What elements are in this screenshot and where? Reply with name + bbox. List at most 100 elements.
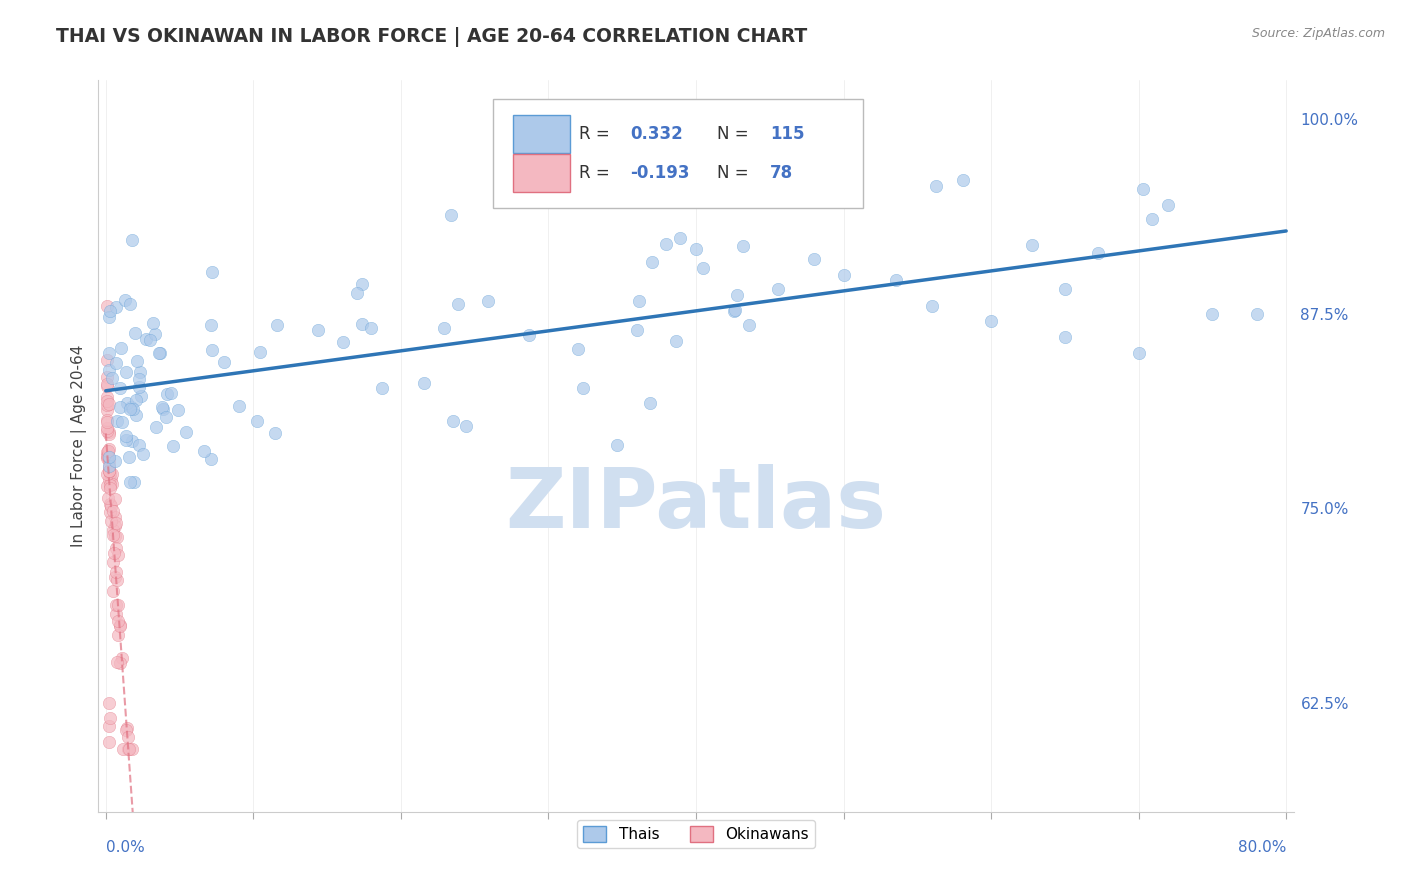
Point (97, 397, 120, 411)
Point (98, 464, 121, 478)
Point (97, 443, 120, 458)
Point (266, 318, 288, 333)
Point (139, 334, 162, 348)
Point (1132, 182, 1154, 196)
Point (98, 346, 121, 360)
Y-axis label: In Labor Force | Age 20-64: In Labor Force | Age 20-64 (72, 345, 87, 547)
Point (128, 438, 150, 452)
Point (98, 363, 121, 377)
Point (97, 450, 120, 464)
Point (115, 433, 138, 447)
Point (97, 454, 120, 468)
Point (97, 719, 120, 733)
Point (96, 376, 118, 391)
Point (724, 302, 747, 317)
Point (725, 287, 748, 301)
Point (1128, 345, 1150, 359)
Point (122, 475, 145, 489)
Point (638, 396, 661, 410)
Text: 78: 78 (770, 164, 793, 182)
Point (723, 303, 745, 318)
Point (98, 466, 121, 480)
Text: ZIPatlas: ZIPatlas (506, 464, 886, 545)
Point (118, 742, 141, 756)
Point (96, 421, 118, 435)
Point (1140, 212, 1163, 227)
Point (122, 402, 145, 417)
Point (162, 439, 184, 453)
Point (96, 370, 118, 384)
Text: 0.0%: 0.0% (105, 839, 145, 855)
Point (1054, 282, 1077, 296)
Point (143, 326, 166, 341)
Point (105, 356, 128, 370)
Text: 0.332: 0.332 (630, 125, 683, 143)
Point (1053, 330, 1076, 344)
Point (115, 365, 138, 379)
Point (108, 657, 131, 671)
Point (100, 467, 122, 481)
Point (925, 178, 948, 193)
Point (921, 299, 943, 313)
Point (413, 376, 436, 390)
Point (101, 523, 124, 537)
Point (641, 255, 664, 269)
Text: -0.193: -0.193 (630, 164, 690, 182)
Point (104, 598, 127, 612)
Point (118, 450, 141, 464)
Point (117, 742, 139, 756)
Point (104, 541, 127, 555)
Point (120, 475, 142, 489)
Legend: Thais, Okinawans: Thais, Okinawans (578, 820, 814, 848)
Text: Source: ZipAtlas.com: Source: ZipAtlas.com (1251, 27, 1385, 40)
Point (371, 381, 394, 395)
Point (517, 328, 540, 343)
Point (96, 451, 118, 466)
Point (107, 548, 129, 562)
Point (107, 614, 129, 628)
Point (201, 265, 224, 279)
Point (114, 723, 136, 737)
Point (107, 628, 129, 642)
FancyBboxPatch shape (513, 154, 571, 192)
Point (952, 173, 974, 187)
Point (307, 323, 329, 337)
Point (120, 401, 142, 416)
Point (120, 400, 142, 414)
Point (96, 353, 118, 368)
Point (96, 413, 118, 427)
Point (100, 514, 122, 528)
Text: R =: R = (579, 125, 614, 143)
Point (350, 277, 373, 292)
Text: 80.0%: 80.0% (1237, 839, 1286, 855)
Point (332, 335, 354, 350)
Point (567, 342, 589, 356)
Point (627, 294, 650, 309)
Point (884, 273, 907, 287)
Point (96, 394, 118, 409)
Point (733, 238, 755, 252)
Point (104, 516, 127, 531)
Point (125, 409, 148, 423)
Point (96, 467, 118, 482)
Point (96, 445, 118, 459)
Point (115, 396, 138, 410)
Point (101, 555, 124, 569)
Point (156, 387, 179, 401)
Point (98, 481, 121, 495)
Point (768, 282, 790, 296)
Point (665, 334, 688, 348)
Point (128, 379, 150, 393)
Point (1087, 246, 1109, 260)
Point (111, 651, 134, 665)
Point (118, 297, 141, 311)
Point (101, 527, 124, 541)
Point (200, 318, 222, 332)
Point (97, 458, 120, 473)
Point (738, 318, 761, 332)
Point (441, 414, 464, 428)
Point (124, 392, 146, 407)
Point (129, 365, 152, 379)
Point (246, 414, 269, 428)
Point (104, 510, 127, 524)
